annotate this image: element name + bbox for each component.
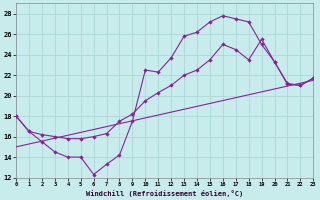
- X-axis label: Windchill (Refroidissement éolien,°C): Windchill (Refroidissement éolien,°C): [86, 190, 243, 197]
